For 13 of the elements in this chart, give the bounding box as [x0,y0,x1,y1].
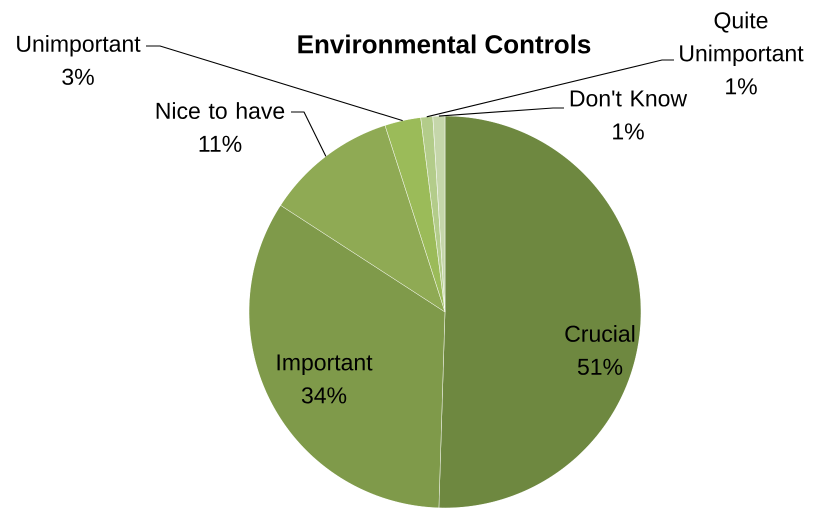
slice-label: Nice to have [156,102,284,119]
slice-label: Crucial [565,325,634,342]
data-label: 34% [302,387,346,404]
slice-label: Unimportant [17,35,140,56]
slice-label: Don't Know [570,90,688,107]
data-label: 3% [62,68,94,85]
text: Environmental Controls [298,34,590,54]
data-label: 1% [613,123,644,140]
slice-label: Quite Unimportant [680,12,804,66]
slice-label: Important [278,354,372,376]
data-label: 1% [726,78,757,94]
data-label: 51% [578,358,622,375]
data-label: 11% [200,136,242,152]
